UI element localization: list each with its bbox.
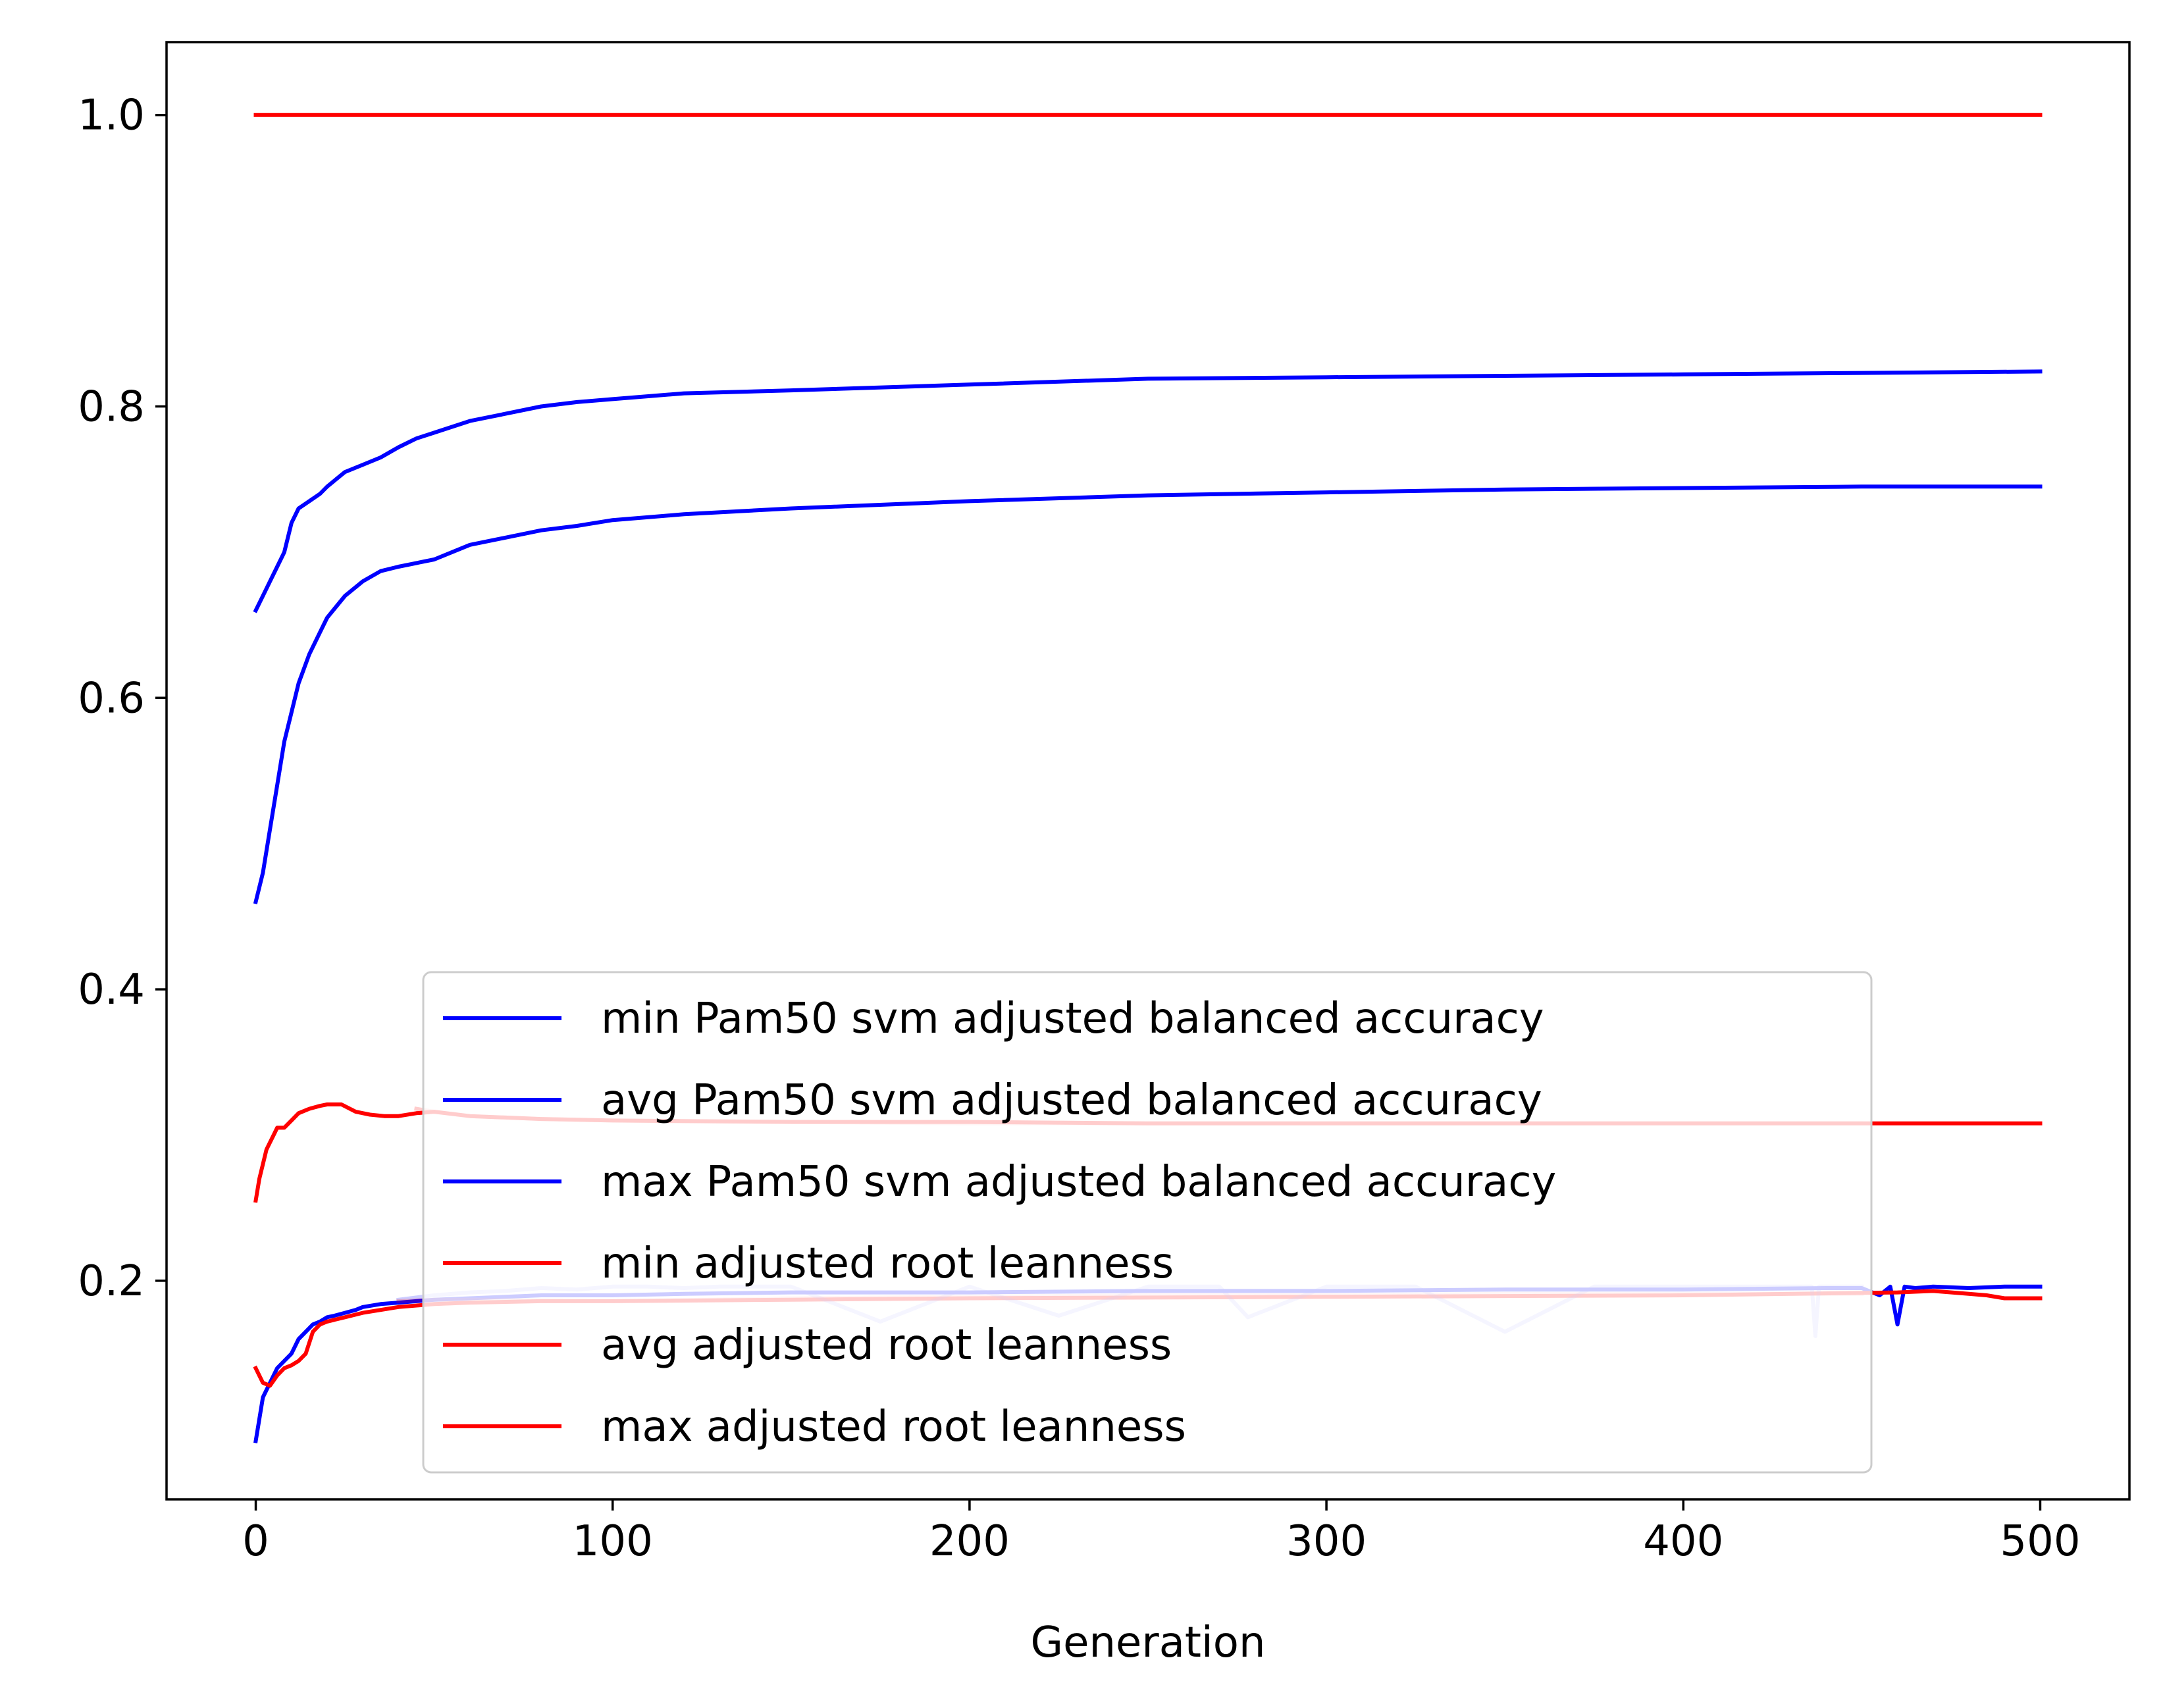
x-tick-label: 100 (573, 1517, 653, 1566)
series-line-avg-pam50-svm-adjusted-balanced-accuracy (253, 484, 2043, 904)
y-axis: 0.2 0.4 0.6 0.8 1.0 (78, 91, 167, 1306)
y-tick-label: 1.0 (78, 91, 145, 140)
legend-label-min-pam50-svm-adjusted-balanced-accuracy: min Pam50 svm adjusted balanced accuracy (601, 995, 1544, 1043)
legend-box (422, 971, 1873, 1474)
legend: min Pam50 svm adjusted balanced accuracy… (422, 971, 1873, 1474)
plot-frame (165, 41, 2131, 1501)
legend-label-avg-adjusted-root-leanness: avg adjusted root leanness (601, 1321, 1172, 1370)
x-tick-label: 300 (1286, 1517, 1367, 1566)
x-tick-label: 400 (1643, 1517, 1723, 1566)
x-tick-label: 200 (929, 1517, 1010, 1566)
legend-label-min-adjusted-root-leanness: min adjusted root leanness (601, 1239, 1174, 1288)
legend-label-max-pam50-svm-adjusted-balanced-accuracy: max Pam50 svm adjusted balanced accuracy (601, 1158, 1556, 1206)
series-line-max-pam50-svm-adjusted-balanced-accuracy (253, 369, 2043, 613)
x-tick-label: 0 (242, 1517, 269, 1566)
x-tick-label: 500 (2000, 1517, 2080, 1566)
y-tick-label: 0.8 (78, 383, 145, 432)
x-axis-label: Generation (1030, 1618, 1265, 1667)
legend-label-max-adjusted-root-leanness: max adjusted root leanness (601, 1403, 1186, 1451)
y-tick-label: 0.6 (78, 674, 145, 723)
y-tick-label: 0.2 (78, 1257, 145, 1306)
legend-label-avg-pam50-svm-adjusted-balanced-accuracy: avg Pam50 svm adjusted balanced accuracy (601, 1076, 1542, 1125)
series-line-min-adjusted-root-leanness (253, 1289, 2043, 1388)
y-tick-label: 0.4 (78, 966, 145, 1014)
series-layer (253, 113, 2043, 1443)
x-axis: 0 100 200 300 400 500 (242, 1499, 2081, 1566)
